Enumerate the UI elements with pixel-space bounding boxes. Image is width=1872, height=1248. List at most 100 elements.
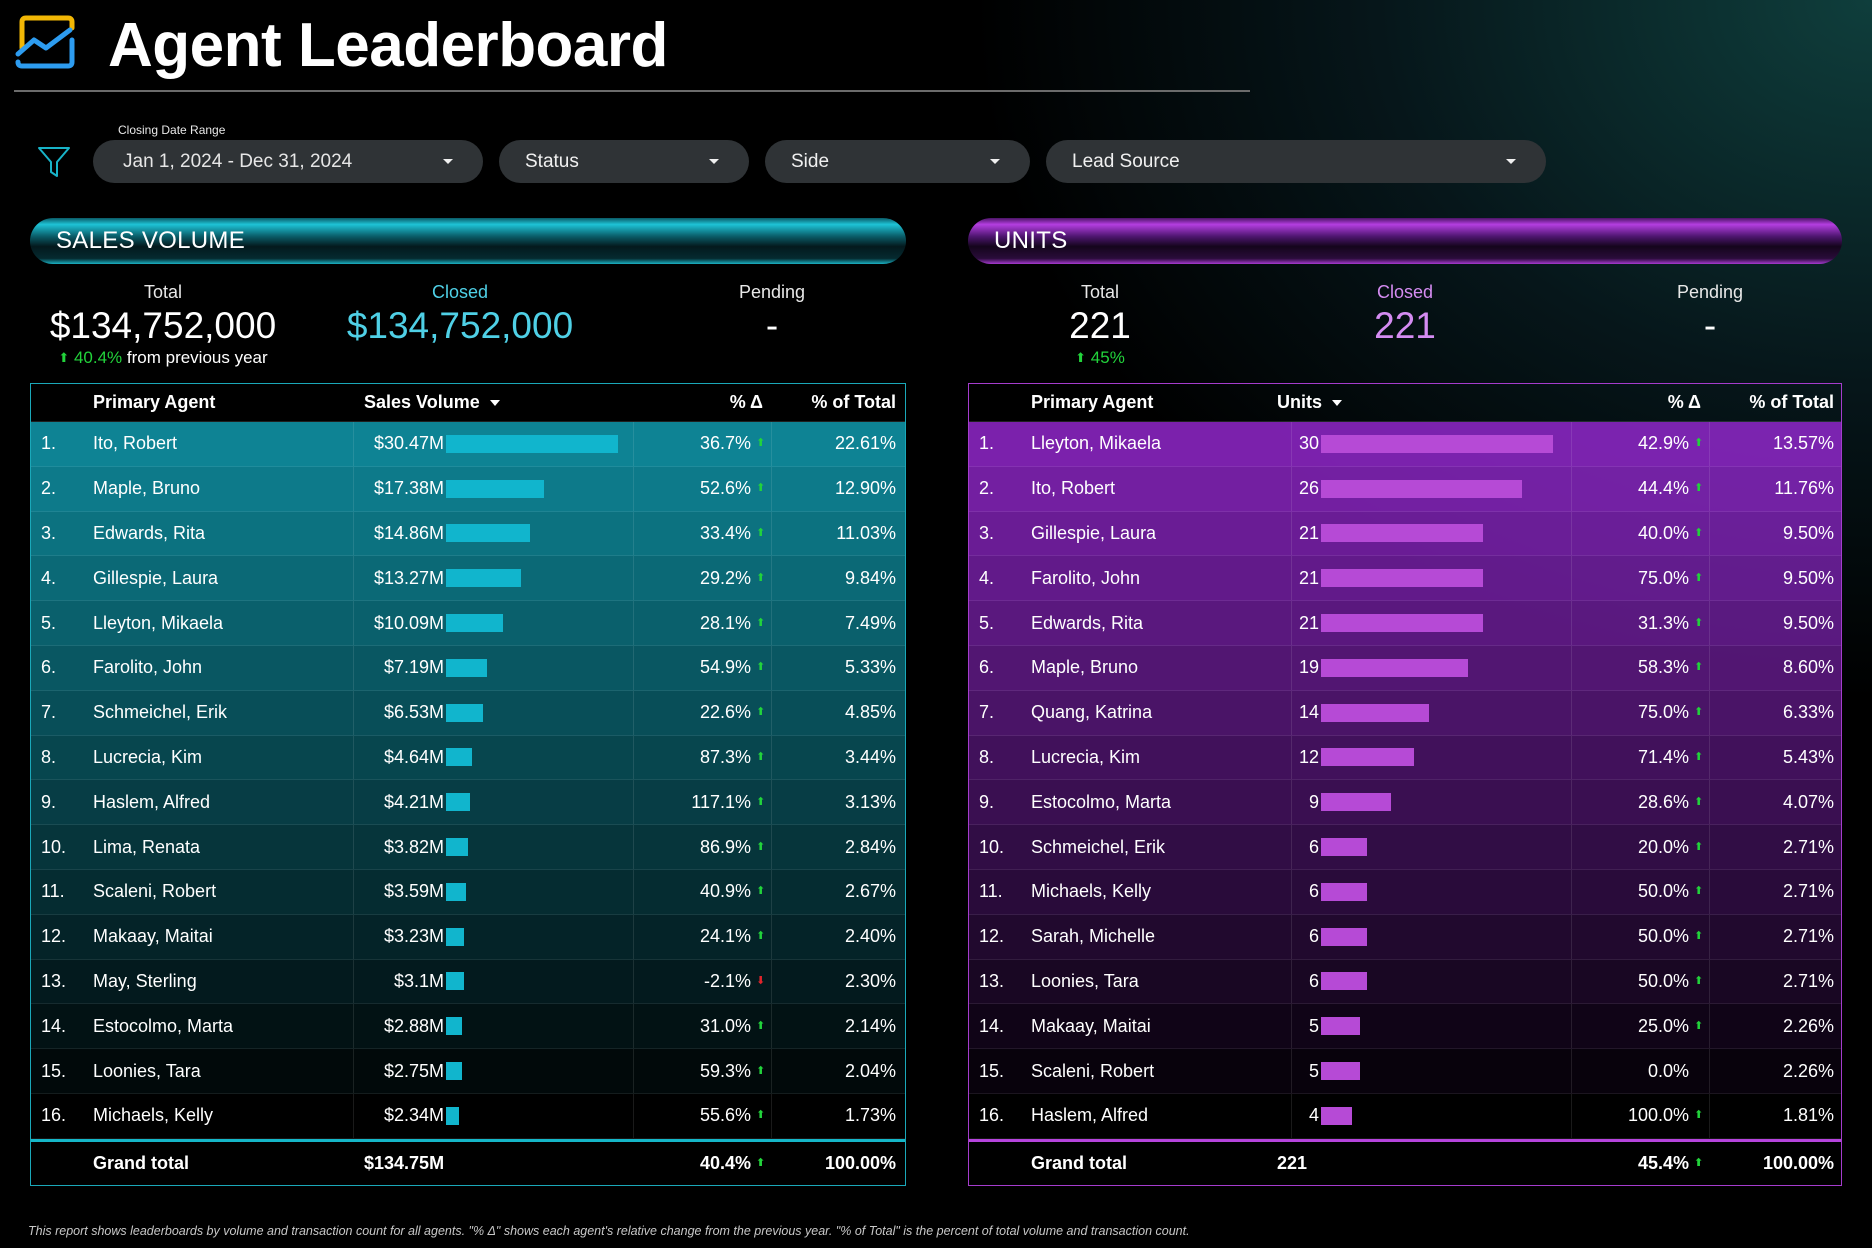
arrow-up-icon: ⬆ bbox=[1694, 1156, 1704, 1169]
value-bar bbox=[446, 882, 467, 901]
column-divider bbox=[771, 1049, 772, 1093]
metric-value: $13.27M bbox=[373, 567, 444, 588]
metric-value: $3.23M bbox=[383, 926, 444, 947]
delta-value: 28.6% bbox=[1637, 791, 1689, 812]
arrow-up-icon: ⬆ bbox=[1075, 350, 1087, 365]
table-row[interactable]: 7. Quang, Katrina 14 75.0% ⬆ 6.33% bbox=[969, 690, 1841, 736]
delta-cell: 28.1% ⬆ bbox=[700, 601, 765, 645]
rank: 4. bbox=[41, 567, 57, 588]
chevron-down-icon bbox=[990, 159, 1000, 164]
kpi-label: Closed bbox=[1376, 282, 1434, 302]
rank: 13. bbox=[979, 970, 1005, 991]
table-row[interactable]: 8. Lucrecia, Kim 12 71.4% ⬆ 5.43% bbox=[969, 735, 1841, 781]
arrow-up-icon: ⬆ bbox=[756, 706, 766, 719]
col-header-metric[interactable]: Units bbox=[1277, 384, 1342, 421]
agent-name: Lima, Renata bbox=[93, 836, 201, 857]
table-row[interactable]: 2. Maple, Bruno $17.38M 52.6% ⬆ 12.90% bbox=[31, 466, 905, 512]
table-row[interactable]: 10. Lima, Renata $3.82M 86.9% ⬆ 2.84% bbox=[31, 825, 905, 870]
table-row[interactable]: 11. Scaleni, Robert $3.59M 40.9% ⬆ 2.67% bbox=[31, 869, 905, 915]
metric-value: 30 bbox=[1298, 433, 1319, 454]
share-value: 2.26% bbox=[1782, 1015, 1834, 1036]
rank: 6. bbox=[41, 657, 57, 678]
value-bar bbox=[1321, 614, 1484, 633]
table-row[interactable]: 13. May, Sterling $3.1M -2.1% ⬇ 2.30% bbox=[31, 959, 905, 1005]
delta-value: 87.3% bbox=[699, 746, 751, 767]
date-range-dropdown[interactable]: Jan 1, 2024 - Dec 31, 2024 bbox=[93, 140, 483, 183]
value-bar bbox=[1321, 838, 1368, 857]
side-dropdown[interactable]: Side bbox=[765, 140, 1030, 183]
table-row[interactable]: 5. Edwards, Rita 21 31.3% ⬆ 9.50% bbox=[969, 601, 1841, 646]
table-row[interactable]: 4. Farolito, John 21 75.0% ⬆ 9.50% bbox=[969, 556, 1841, 602]
table-row[interactable]: 8. Lucrecia, Kim $4.64M 87.3% ⬆ 3.44% bbox=[31, 735, 905, 781]
table-row[interactable]: 16. Michaels, Kelly $2.34M 55.6% ⬆ 1.73% bbox=[31, 1093, 905, 1139]
table-row[interactable]: 3. Gillespie, Laura 21 40.0% ⬆ 9.50% bbox=[969, 511, 1841, 557]
delta-cell: 87.3% ⬆ bbox=[699, 736, 765, 780]
table-row[interactable]: 12. Sarah, Michelle 6 50.0% ⬆ 2.71% bbox=[969, 914, 1841, 960]
agent-name: Maple, Bruno bbox=[93, 478, 201, 499]
metric-value: 21 bbox=[1298, 567, 1319, 588]
grand-total-share: 100.00% bbox=[824, 1152, 896, 1173]
column-divider bbox=[1709, 914, 1710, 959]
col-header-metric[interactable]: Sales Volume bbox=[364, 384, 500, 421]
delta-cell: 71.4% ⬆ bbox=[1638, 736, 1703, 780]
table-row[interactable]: 9. Estocolmo, Marta 9 28.6% ⬆ 4.07% bbox=[969, 780, 1841, 826]
table-row[interactable]: 7. Schmeichel, Erik $6.53M 22.6% ⬆ 4.85% bbox=[31, 690, 905, 736]
delta-value: 31.3% bbox=[1637, 612, 1689, 633]
column-divider bbox=[353, 869, 354, 914]
kpi-change: ⬆ 45% bbox=[1000, 348, 1200, 368]
arrow-up-icon: ⬆ bbox=[1694, 885, 1704, 898]
arrow-up-icon: ⬆ bbox=[1694, 1109, 1704, 1122]
delta-value: 59.3% bbox=[699, 1060, 751, 1081]
table-row[interactable]: 10. Schmeichel, Erik 6 20.0% ⬆ 2.71% bbox=[969, 825, 1841, 870]
table-row[interactable]: 4. Gillespie, Laura $13.27M 29.2% ⬆ 9.84% bbox=[31, 556, 905, 602]
rank: 9. bbox=[41, 791, 57, 812]
footnote: This report shows leaderboards by volume… bbox=[28, 1224, 1190, 1238]
column-divider bbox=[633, 645, 634, 690]
metric-value: $2.88M bbox=[383, 1015, 444, 1036]
table-row[interactable]: 14. Makaay, Maitai 5 25.0% ⬆ 2.26% bbox=[969, 1004, 1841, 1050]
filter-icon[interactable] bbox=[36, 144, 72, 180]
lead-source-dropdown[interactable]: Lead Source bbox=[1046, 140, 1546, 183]
delta-value: 36.7% bbox=[699, 433, 751, 454]
column-divider bbox=[1709, 466, 1710, 511]
status-dropdown[interactable]: Status bbox=[499, 140, 749, 183]
table-row[interactable]: 2. Ito, Robert 26 44.4% ⬆ 11.76% bbox=[969, 466, 1841, 512]
kpi-change-value: 45% bbox=[1090, 348, 1125, 367]
delta-cell: 50.0% ⬆ bbox=[1638, 870, 1704, 914]
table-row[interactable]: 16. Haslem, Alfred 4 100.0% ⬆ 1.81% bbox=[969, 1093, 1841, 1139]
column-divider bbox=[771, 914, 772, 959]
column-divider bbox=[1291, 735, 1292, 780]
column-divider bbox=[771, 556, 772, 601]
share-value: 9.84% bbox=[844, 567, 896, 588]
share-value: 3.44% bbox=[844, 746, 896, 767]
table-row[interactable]: 6. Maple, Bruno 19 58.3% ⬆ 8.60% bbox=[969, 645, 1841, 691]
table-row[interactable]: 5. Lleyton, Mikaela $10.09M 28.1% ⬆ 7.49% bbox=[31, 601, 905, 646]
value-bar bbox=[1321, 882, 1368, 901]
table-row[interactable]: 11. Michaels, Kelly 6 50.0% ⬆ 2.71% bbox=[969, 869, 1841, 915]
col-header-share: % of Total bbox=[1749, 392, 1834, 412]
rank: 3. bbox=[979, 522, 995, 543]
metric-value: 6 bbox=[1308, 836, 1319, 857]
share-value: 4.85% bbox=[844, 702, 896, 723]
table-row[interactable]: 15. Scaleni, Robert 5 0.0%⬆ 2.26% bbox=[969, 1049, 1841, 1094]
table-row[interactable]: 6. Farolito, John $7.19M 54.9% ⬆ 5.33% bbox=[31, 645, 905, 691]
table-row[interactable]: 9. Haslem, Alfred $4.21M 117.1% ⬆ 3.13% bbox=[31, 780, 905, 826]
column-divider bbox=[353, 914, 354, 959]
column-divider bbox=[353, 511, 354, 556]
table-row[interactable]: 14. Estocolmo, Marta $2.88M 31.0% ⬆ 2.14% bbox=[31, 1004, 905, 1050]
metric-value: $3.59M bbox=[383, 881, 444, 902]
arrow-up-icon: ⬆ bbox=[1694, 1019, 1704, 1032]
value-bar bbox=[446, 1106, 460, 1125]
share-value: 2.71% bbox=[1782, 881, 1834, 902]
table-row[interactable]: 12. Makaay, Maitai $3.23M 24.1% ⬆ 2.40% bbox=[31, 914, 905, 960]
table-row[interactable]: 3. Edwards, Rita $14.86M 33.4% ⬆ 11.03% bbox=[31, 511, 905, 557]
column-divider bbox=[633, 780, 634, 825]
table-row[interactable]: 15. Loonies, Tara $2.75M 59.3% ⬆ 2.04% bbox=[31, 1049, 905, 1094]
share-value: 1.73% bbox=[844, 1105, 896, 1126]
column-divider bbox=[1291, 466, 1292, 511]
table-row[interactable]: 1. Ito, Robert $30.47M 36.7% ⬆ 22.61% bbox=[31, 422, 905, 467]
rank: 1. bbox=[979, 433, 995, 454]
metric-value: 21 bbox=[1298, 612, 1319, 633]
table-row[interactable]: 13. Loonies, Tara 6 50.0% ⬆ 2.71% bbox=[969, 959, 1841, 1005]
table-row[interactable]: 1. Lleyton, Mikaela 30 42.9% ⬆ 13.57% bbox=[969, 422, 1841, 467]
